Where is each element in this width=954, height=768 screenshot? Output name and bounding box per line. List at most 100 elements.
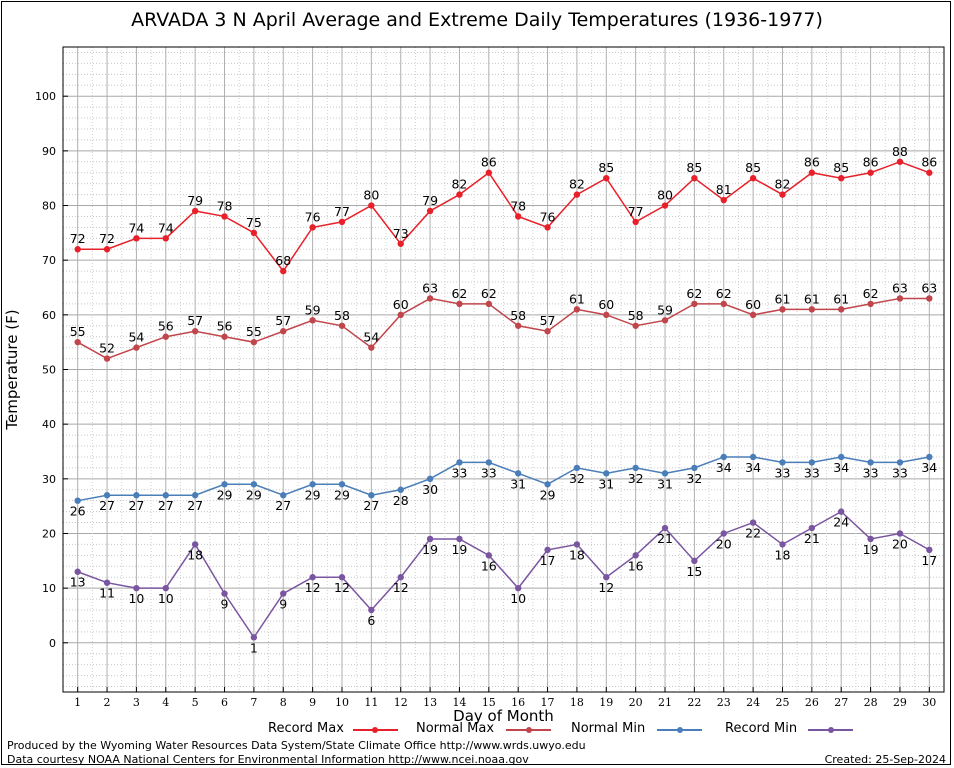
data-point-normal-max — [162, 333, 169, 340]
y-tick-label: 20 — [42, 527, 56, 540]
data-label-normal-min: 27 — [128, 498, 144, 513]
data-label-normal-max: 58 — [510, 308, 526, 323]
data-label-normal-min: 27 — [363, 498, 379, 513]
data-point-normal-min — [632, 464, 639, 472]
data-label-record-min: 9 — [279, 597, 287, 612]
data-point-normal-min — [573, 464, 581, 472]
series-normal-min: 26 27 27 27 27 29 29 27 29 29 27 28 30 33 33 31 29 32 31 32… — [70, 453, 937, 519]
x-tick-label: 8 — [280, 696, 287, 709]
data-label-normal-min: 33 — [451, 465, 467, 480]
data-label-normal-max: 55 — [70, 324, 86, 339]
data-label-record-min: 17 — [921, 553, 937, 568]
data-label-normal-max: 62 — [863, 286, 879, 301]
data-label-normal-max: 60 — [598, 297, 614, 312]
data-point-normal-max — [603, 311, 610, 319]
data-label-normal-min: 29 — [334, 487, 350, 502]
data-label-record-min: 12 — [305, 580, 321, 595]
data-point-record-max — [544, 224, 551, 231]
data-label-normal-max: 57 — [275, 313, 291, 328]
data-label-normal-min: 34 — [921, 460, 937, 475]
data-point-record-max — [397, 240, 404, 247]
data-point-normal-max — [103, 355, 111, 362]
data-label-record-max: 77 — [334, 204, 350, 219]
data-point-normal-max — [867, 300, 874, 308]
data-point-normal-min — [896, 459, 904, 466]
data-label-normal-max: 62 — [451, 286, 467, 301]
chart-title: ARVADA 3 N April Average and Extreme Dai… — [131, 9, 823, 31]
data-point-normal-max — [573, 306, 581, 313]
data-point-record-min — [280, 590, 287, 597]
y-tick-label: 10 — [42, 582, 56, 595]
data-label-record-max: 78 — [510, 198, 526, 213]
data-label-normal-max: 62 — [716, 286, 732, 301]
data-point-record-max — [691, 174, 698, 182]
data-point-normal-max — [74, 338, 81, 346]
data-label-record-min: 19 — [863, 542, 879, 557]
data-point-record-min — [573, 541, 581, 548]
data-point-normal-max — [250, 338, 258, 346]
data-label-record-min: 18 — [775, 547, 791, 562]
data-label-record-max: 85 — [833, 160, 849, 175]
data-label-record-max: 88 — [892, 144, 908, 159]
data-point-record-max — [368, 202, 375, 209]
data-label-normal-max: 63 — [892, 280, 908, 295]
data-point-normal-min — [221, 481, 228, 488]
data-point-normal-min — [485, 459, 493, 466]
data-point-normal-min — [280, 492, 287, 499]
data-label-record-max: 77 — [628, 204, 644, 219]
x-tick-label: 12 — [394, 696, 408, 709]
data-point-normal-max — [808, 306, 816, 313]
data-point-record-min — [514, 584, 522, 592]
x-tick-label: 3 — [133, 696, 140, 709]
data-label-normal-max: 57 — [540, 313, 556, 328]
data-point-record-min — [456, 535, 463, 543]
y-axis-title: Temperature (F) — [3, 309, 21, 430]
data-point-record-max — [808, 169, 816, 176]
data-point-record-max — [749, 174, 757, 182]
legend-item-normal-min: Normal Min — [571, 721, 706, 736]
x-tick-label: 24 — [746, 696, 760, 709]
data-point-record-min — [896, 530, 904, 537]
data-label-normal-min: 29 — [305, 487, 321, 502]
data-point-record-min — [309, 574, 316, 581]
data-label-record-min: 22 — [745, 526, 761, 541]
data-label-normal-min: 27 — [158, 498, 174, 513]
x-tick-label: 22 — [687, 696, 701, 709]
data-point-normal-min — [779, 459, 786, 466]
data-point-record-min — [103, 579, 111, 586]
legend-label-normal-max: Normal Max — [416, 721, 495, 736]
legend-item-record-max: Record Max — [268, 721, 403, 736]
data-label-record-max: 82 — [451, 177, 467, 192]
legend-marker-normal-max — [526, 727, 532, 733]
data-label-record-max: 74 — [158, 220, 174, 235]
data-label-record-min: 19 — [422, 542, 438, 557]
data-point-record-min — [838, 508, 845, 515]
data-point-normal-min — [749, 453, 757, 461]
data-point-normal-min — [162, 492, 169, 499]
y-tick-label: 100 — [35, 90, 56, 103]
data-point-normal-min — [867, 459, 874, 466]
data-label-normal-max: 60 — [393, 297, 409, 312]
data-label-normal-min: 32 — [569, 471, 585, 486]
data-point-record-min — [661, 524, 669, 532]
data-label-record-min: 9 — [221, 597, 229, 612]
x-tick-label: 20 — [629, 696, 643, 709]
footer-created-date: Created: 25-Sep-2024 — [824, 753, 946, 766]
data-point-normal-min — [514, 470, 522, 477]
data-label-record-min: 17 — [540, 553, 556, 568]
data-label-record-max: 79 — [422, 193, 438, 208]
data-label-record-min: 16 — [628, 558, 644, 573]
data-point-normal-min — [603, 470, 610, 477]
x-tick-label: 25 — [775, 696, 789, 709]
legend-marker-record-max — [372, 727, 378, 733]
data-label-normal-max: 59 — [657, 302, 673, 317]
data-point-record-max — [838, 174, 845, 182]
data-point-record-max — [133, 235, 140, 242]
data-point-record-max — [456, 191, 463, 198]
data-label-normal-max: 57 — [187, 313, 203, 328]
data-label-record-max: 80 — [363, 188, 379, 203]
data-point-record-min — [485, 552, 493, 559]
data-point-normal-max — [661, 317, 669, 324]
data-point-record-max — [103, 246, 111, 253]
